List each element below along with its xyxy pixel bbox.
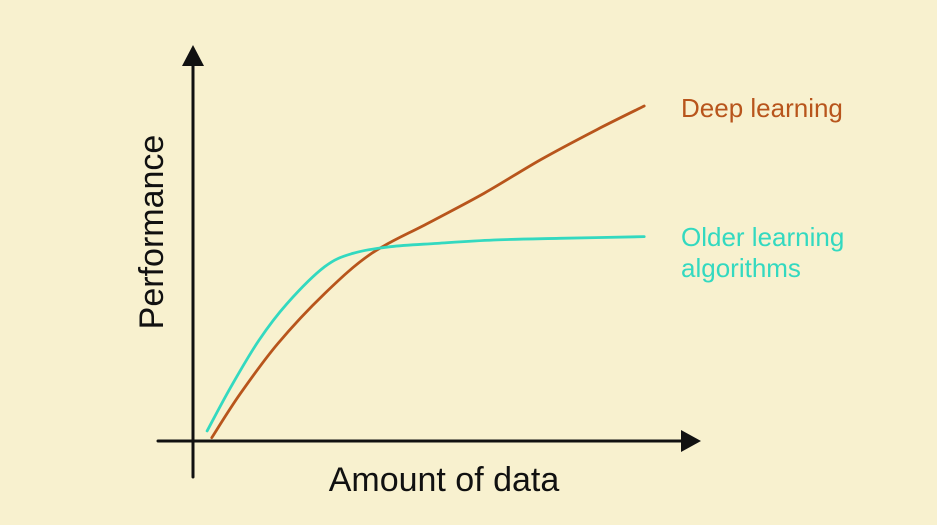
series-label-0: Deep learning: [681, 93, 843, 123]
x-axis-title: Amount of data: [329, 461, 560, 499]
axis-titles: Amount of data Performance: [133, 135, 559, 499]
series-labels: Deep learning Older learning algorithms: [681, 93, 844, 283]
series-line-1: [205, 235, 646, 433]
series-label-line: Deep learning: [681, 93, 843, 123]
series-label-line: algorithms: [681, 253, 801, 283]
y-axis-title: Performance: [133, 135, 171, 330]
series-lines: [205, 104, 646, 440]
y-axis-arrowhead: [182, 45, 204, 66]
series-label-line: Older learning: [681, 222, 844, 252]
series-label-1: Older learning algorithms: [681, 222, 844, 283]
series-line-0: [210, 104, 646, 440]
chart-axes: [156, 45, 701, 479]
x-axis-arrowhead: [681, 430, 701, 452]
